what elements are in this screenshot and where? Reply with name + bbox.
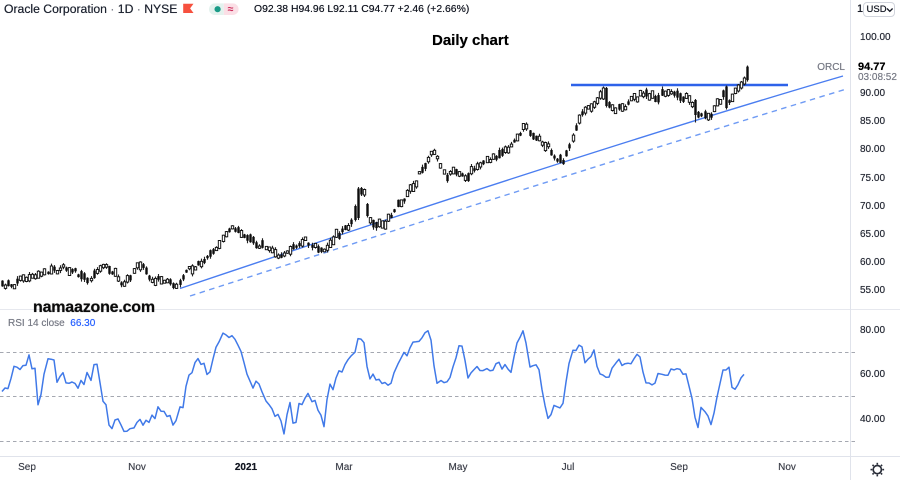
svg-text:≈: ≈ bbox=[228, 4, 234, 16]
